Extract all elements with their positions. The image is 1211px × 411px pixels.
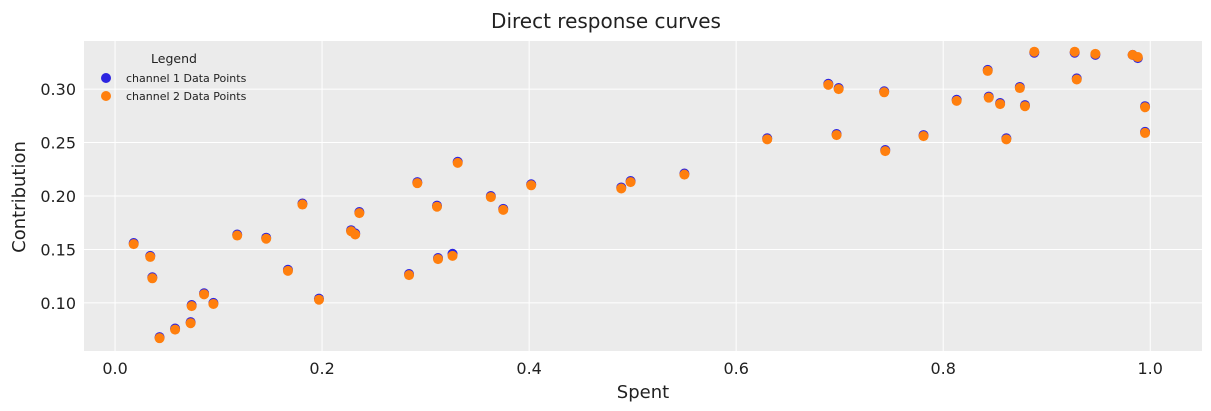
data-point-channel-2	[404, 270, 415, 281]
x-tick-label: 0.8	[930, 359, 955, 378]
series-2-points	[128, 46, 1151, 344]
data-point-channel-2	[208, 298, 219, 309]
data-point-channel-2	[880, 146, 891, 157]
data-point-channel-2	[679, 169, 690, 180]
data-point-channel-2	[1001, 134, 1012, 145]
data-point-channel-2	[297, 199, 308, 210]
y-tick-label: 0.10	[40, 294, 76, 313]
data-point-channel-2	[1140, 127, 1151, 138]
y-axis-label: Contribution	[9, 141, 30, 253]
data-point-channel-2	[1069, 46, 1080, 57]
y-tick-labels: 0.10 0.15 0.20 0.25 0.30	[40, 80, 76, 313]
data-point-channel-2	[128, 239, 139, 250]
data-point-channel-2	[498, 204, 509, 215]
x-tick-label: 0.6	[723, 359, 748, 378]
y-tick-label: 0.30	[40, 80, 76, 99]
data-point-channel-2	[170, 324, 181, 335]
data-point-channel-2	[831, 130, 842, 141]
data-point-channel-2	[918, 131, 929, 142]
data-point-channel-2	[154, 333, 165, 344]
data-point-channel-2	[983, 92, 994, 103]
data-point-channel-2	[762, 134, 773, 145]
y-tick-label: 0.15	[40, 240, 76, 259]
data-point-channel-2	[186, 301, 197, 312]
legend-label-channel-1: channel 1 Data Points	[126, 72, 247, 85]
data-point-channel-2	[951, 95, 962, 106]
data-point-channel-2	[1014, 83, 1025, 94]
data-point-channel-2	[485, 192, 496, 203]
data-point-channel-2	[879, 87, 890, 98]
x-tick-label: 1.0	[1138, 359, 1163, 378]
data-point-channel-2	[833, 84, 844, 95]
data-point-channel-2	[433, 254, 444, 265]
data-point-channel-2	[526, 180, 537, 191]
legend: Legend channel 1 Data Points channel 2 D…	[101, 51, 247, 103]
data-point-channel-2	[982, 65, 993, 76]
x-tick-label: 0.2	[309, 359, 334, 378]
x-tick-labels: 0.0 0.2 0.4 0.6 0.8 1.0	[102, 359, 1163, 378]
data-point-channel-2	[354, 208, 365, 219]
data-point-channel-2	[452, 157, 463, 168]
x-axis-label: Spent	[617, 382, 669, 403]
legend-marker-channel-2	[101, 91, 111, 101]
data-point-channel-2	[261, 233, 272, 244]
data-point-channel-2	[625, 177, 636, 188]
data-point-channel-2	[1019, 101, 1030, 112]
data-point-channel-2	[145, 251, 156, 262]
data-point-channel-2	[147, 273, 158, 284]
legend-title: Legend	[151, 51, 197, 66]
data-point-channel-2	[199, 289, 210, 300]
data-point-channel-2	[282, 265, 293, 276]
data-point-channel-2	[232, 230, 243, 241]
chart-title: Direct response curves	[491, 9, 721, 33]
data-point-channel-2	[1140, 102, 1151, 113]
data-point-channel-2	[350, 229, 361, 240]
data-point-channel-2	[1029, 46, 1040, 57]
data-point-channel-2	[823, 79, 834, 90]
legend-label-channel-2: channel 2 Data Points	[126, 90, 247, 103]
data-point-channel-2	[447, 250, 458, 261]
data-point-channel-2	[995, 99, 1006, 110]
data-point-channel-2	[1132, 52, 1143, 63]
data-point-channel-2	[313, 294, 324, 305]
data-point-channel-2	[431, 201, 442, 212]
data-point-channel-2	[616, 183, 627, 194]
data-points	[128, 46, 1151, 344]
y-tick-label: 0.25	[40, 134, 76, 153]
data-point-channel-2	[1090, 48, 1101, 59]
y-tick-label: 0.20	[40, 187, 76, 206]
data-point-channel-2	[1071, 74, 1082, 85]
data-point-channel-2	[185, 318, 196, 329]
x-tick-label: 0.0	[102, 359, 127, 378]
x-tick-label: 0.4	[516, 359, 541, 378]
legend-marker-channel-1	[101, 73, 111, 83]
data-point-channel-2	[412, 178, 423, 189]
